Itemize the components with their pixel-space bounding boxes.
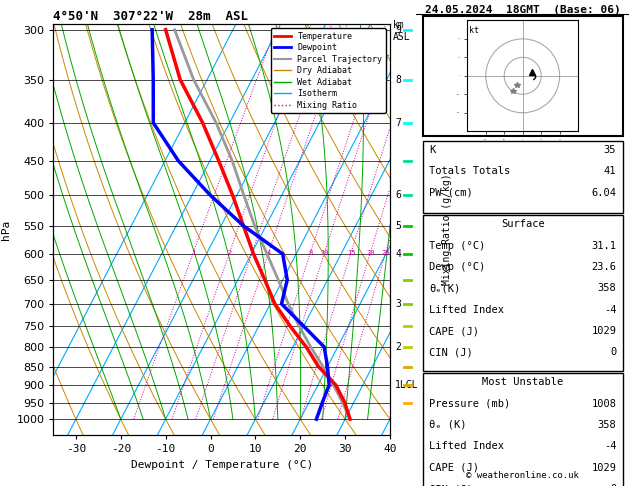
Text: CIN (J): CIN (J)	[429, 347, 473, 358]
Text: 3: 3	[250, 250, 254, 256]
Text: kt: kt	[469, 26, 479, 35]
Text: CAPE (J): CAPE (J)	[429, 463, 479, 473]
Text: 4: 4	[266, 250, 270, 256]
Text: 358: 358	[598, 283, 616, 294]
Text: 8: 8	[395, 74, 401, 85]
Text: 8: 8	[308, 250, 313, 256]
Text: 358: 358	[598, 420, 616, 430]
Text: 10: 10	[320, 250, 329, 256]
X-axis label: Dewpoint / Temperature (°C): Dewpoint / Temperature (°C)	[131, 460, 313, 469]
Text: 5: 5	[395, 221, 401, 231]
Text: 24.05.2024  18GMT  (Base: 06): 24.05.2024 18GMT (Base: 06)	[425, 5, 621, 15]
Text: 1LCL: 1LCL	[395, 380, 418, 390]
Text: 6.04: 6.04	[591, 188, 616, 198]
Text: Most Unstable: Most Unstable	[482, 377, 564, 387]
Text: 41: 41	[604, 166, 616, 176]
Text: 9: 9	[395, 25, 401, 35]
Text: Pressure (mb): Pressure (mb)	[429, 399, 510, 409]
Text: CIN (J): CIN (J)	[429, 484, 473, 486]
Text: Totals Totals: Totals Totals	[429, 166, 510, 176]
Text: 0: 0	[610, 347, 616, 358]
Text: 20: 20	[366, 250, 374, 256]
Text: 25: 25	[381, 250, 390, 256]
Text: 2: 2	[227, 250, 231, 256]
Text: 7: 7	[395, 118, 401, 128]
Text: 4°50'N  307°22'W  28m  ASL: 4°50'N 307°22'W 28m ASL	[53, 10, 248, 23]
Text: 1: 1	[191, 250, 195, 256]
Text: 1029: 1029	[591, 326, 616, 336]
Text: 3: 3	[395, 299, 401, 309]
Text: Lifted Index: Lifted Index	[429, 441, 504, 451]
Text: 2: 2	[395, 342, 401, 352]
Text: 1008: 1008	[591, 399, 616, 409]
Text: km: km	[393, 20, 405, 31]
Text: CAPE (J): CAPE (J)	[429, 326, 479, 336]
Text: -4: -4	[604, 441, 616, 451]
Text: Lifted Index: Lifted Index	[429, 305, 504, 315]
Text: Mixing Ratio (g/kg): Mixing Ratio (g/kg)	[442, 174, 452, 285]
Text: 23.6: 23.6	[591, 262, 616, 272]
Text: 6: 6	[395, 190, 401, 200]
Bar	[423, 373, 623, 486]
Text: 4: 4	[395, 249, 401, 259]
Text: 1029: 1029	[591, 463, 616, 473]
Text: ASL: ASL	[393, 32, 411, 42]
Bar	[423, 215, 623, 371]
Bar	[423, 141, 623, 213]
Text: θₑ(K): θₑ(K)	[429, 283, 460, 294]
Text: 31.1: 31.1	[591, 241, 616, 251]
Text: 15: 15	[347, 250, 355, 256]
Text: -4: -4	[604, 305, 616, 315]
Text: K: K	[429, 145, 435, 155]
Text: Temp (°C): Temp (°C)	[429, 241, 486, 251]
Text: 0: 0	[610, 484, 616, 486]
Text: θₑ (K): θₑ (K)	[429, 420, 467, 430]
Text: Surface: Surface	[501, 219, 545, 229]
Text: Dewp (°C): Dewp (°C)	[429, 262, 486, 272]
Y-axis label: hPa: hPa	[1, 220, 11, 240]
Text: PW (cm): PW (cm)	[429, 188, 473, 198]
Text: © weatheronline.co.uk: © weatheronline.co.uk	[466, 471, 579, 480]
Text: 35: 35	[604, 145, 616, 155]
Bar	[423, 16, 623, 136]
Legend: Temperature, Dewpoint, Parcel Trajectory, Dry Adiabat, Wet Adiabat, Isotherm, Mi: Temperature, Dewpoint, Parcel Trajectory…	[271, 29, 386, 113]
